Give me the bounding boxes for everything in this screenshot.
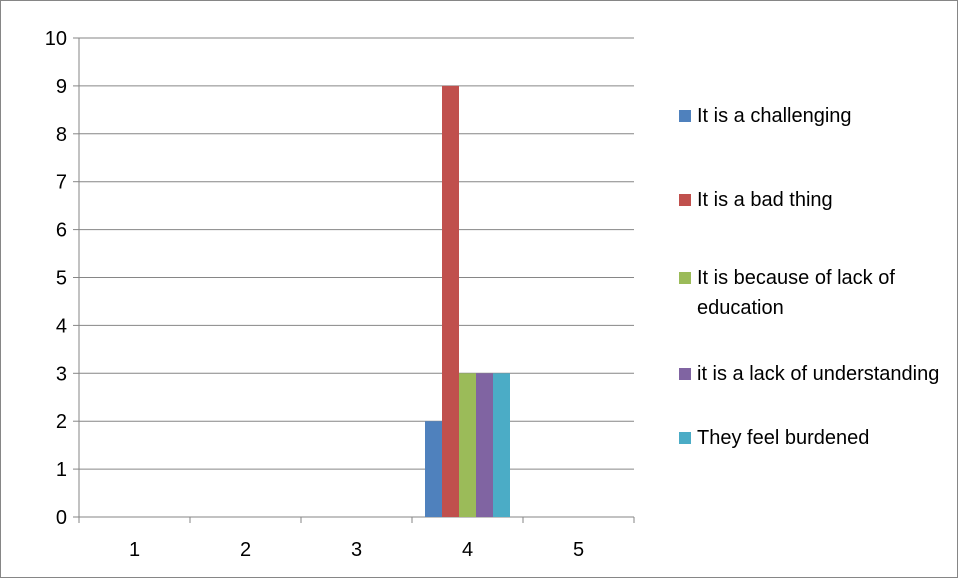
legend-swatch — [679, 432, 691, 444]
x-tick-label: 1 — [129, 539, 140, 561]
bar — [425, 421, 442, 517]
x-tick-label: 3 — [351, 539, 362, 561]
y-tick-label: 8 — [56, 124, 67, 146]
y-tick-label: 4 — [56, 315, 67, 337]
y-tick-label: 10 — [45, 28, 67, 50]
bar — [493, 373, 510, 517]
legend-item-lack-of-understanding: it is a lack of understanding — [679, 359, 954, 389]
y-tick-labels: 0 1 2 3 4 5 6 7 8 9 10 — [45, 28, 67, 529]
legend-swatch — [679, 194, 691, 206]
legend-swatch — [679, 110, 691, 122]
x-tick-label: 2 — [240, 539, 251, 561]
y-tick-label: 1 — [56, 459, 67, 481]
bar — [459, 373, 476, 517]
legend-label: it is a lack of understanding — [697, 363, 940, 385]
legend-label: It is a bad thing — [697, 189, 833, 211]
legend-item-burdened: They feel burdened — [679, 423, 954, 453]
y-tick-label: 5 — [56, 268, 67, 290]
gridlines — [79, 37, 634, 470]
legend-label: It is a challenging — [697, 105, 852, 127]
x-tick-label: 5 — [573, 539, 584, 561]
y-tick-label: 7 — [56, 172, 67, 194]
bar — [442, 85, 459, 518]
y-tick-label: 6 — [56, 220, 67, 242]
legend-label: It is because of lack of education — [697, 267, 895, 319]
y-tick-label: 9 — [56, 76, 67, 98]
bar — [476, 373, 493, 517]
x-tick-labels: 1 2 3 4 5 — [129, 539, 584, 561]
y-tick-label: 2 — [56, 411, 67, 433]
legend-label: They feel burdened — [697, 427, 870, 449]
legend-swatch — [679, 272, 691, 284]
bars — [425, 85, 510, 518]
legend-item-challenging: It is a challenging — [679, 101, 954, 131]
y-tick-label: 3 — [56, 363, 67, 385]
legend-item-bad-thing: It is a bad thing — [679, 185, 954, 215]
axes — [73, 37, 635, 523]
legend-swatch — [679, 368, 691, 380]
legend-item-lack-of-education: It is because of lack of education — [679, 263, 954, 323]
y-tick-label: 0 — [56, 507, 67, 529]
x-tick-label: 4 — [462, 539, 473, 561]
